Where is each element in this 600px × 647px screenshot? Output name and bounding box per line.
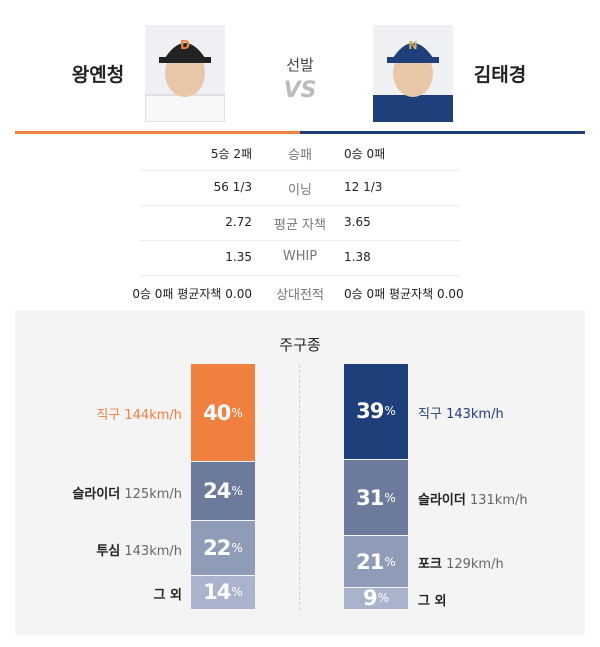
pitch-name: 포크 [418, 557, 442, 573]
pitch-name: 슬라이더 [418, 493, 466, 509]
pitch-label: 그 외 [154, 584, 182, 603]
pitch-bar: 39% [344, 364, 408, 460]
stat-left: 2.72 [225, 215, 252, 229]
pitch-speed: 144km/h [124, 408, 182, 424]
stat-left: 1.35 [225, 250, 252, 264]
pitch-panel [15, 310, 585, 635]
pitch-percent: 24 [203, 479, 231, 504]
pitch-speed: 143km/h [124, 543, 182, 559]
pitch-bar: 31% [344, 459, 408, 537]
pitch-label: 그 외 [418, 590, 446, 609]
pitch-bar: 14% [191, 575, 255, 610]
pitch-speed: 143km/h [446, 406, 504, 422]
pitch-percent: 31 [356, 485, 384, 510]
pitch-label: 직구 143km/h [418, 403, 504, 422]
stat-label: WHIP [282, 249, 318, 264]
stat-left: 0승 0패 평균자책 0.00 [132, 287, 252, 301]
pitch-percent: 14 [203, 580, 231, 605]
pitch-unit: % [231, 484, 243, 499]
stat-right: 1.38 [344, 250, 371, 264]
pitch-unit: % [231, 540, 243, 555]
pitch-name: 그 외 [418, 593, 447, 609]
pitch-name: 직구 [96, 408, 121, 424]
stat-label: 평균 자책 [274, 218, 326, 233]
pitch-unit: % [384, 490, 396, 505]
pitch-bar: 9% [344, 586, 408, 611]
pitch-speed: 129km/h [446, 557, 504, 573]
pitch-label: 슬라이더 125km/h [72, 483, 182, 502]
pitch-speed: 125km/h [124, 486, 182, 502]
pitch-bar: 22% [191, 521, 255, 576]
pitch-unit: % [384, 404, 396, 419]
pitch-name: 투심 [96, 543, 121, 559]
pitch-label: 포크 129km/h [418, 553, 504, 572]
right-photo: N [373, 25, 453, 122]
pitch-percent: 9 [362, 586, 378, 611]
pitch-name: 슬라이더 [72, 486, 121, 502]
pitch-unit: % [231, 585, 243, 600]
pitch-separator [299, 365, 300, 610]
starter-label: 선발 [286, 56, 314, 74]
right-name: 김태경 [473, 64, 527, 86]
pitch-label: 직구 144km/h [96, 404, 182, 423]
svg-text:N: N [408, 39, 417, 52]
pitch-title: 주구종 [279, 336, 321, 354]
left-name: 왕옌청 [71, 64, 125, 86]
stat-label: 상대전적 [276, 288, 324, 303]
pitch-name: 그 외 [153, 587, 182, 603]
row-separator [140, 240, 460, 241]
pitch-unit: % [231, 405, 243, 420]
stat-right: 12 1/3 [344, 180, 383, 194]
vs-label: VS [283, 78, 317, 103]
pitch-percent: 21 [356, 549, 384, 574]
pitch-percent: 22 [203, 535, 231, 560]
pitch-bar: 24% [191, 462, 255, 522]
pitch-unit: % [377, 591, 390, 606]
stat-label: 이닝 [288, 183, 312, 198]
pitch-bar: 40% [191, 364, 255, 463]
row-separator [140, 275, 460, 276]
pitch-name: 직구 [418, 406, 442, 422]
pitch-label: 투심 143km/h [96, 540, 182, 559]
pitch-bar: 21% [344, 536, 408, 588]
left-divider [15, 131, 300, 134]
pitch-speed: 131km/h [469, 493, 528, 509]
row-separator [140, 170, 460, 171]
right-divider [300, 131, 585, 134]
row-separator [140, 205, 460, 206]
svg-text:D: D [180, 38, 190, 52]
stat-right: 0승 0패 평균자책 0.00 [344, 287, 464, 301]
stat-left: 56 1/3 [213, 180, 252, 194]
pitch-percent: 39 [356, 399, 384, 424]
stat-left: 5승 2패 [210, 147, 252, 161]
stat-right: 3.65 [344, 215, 371, 229]
pitch-unit: % [384, 554, 396, 569]
left-photo: D [145, 25, 225, 122]
pitch-label: 슬라이더 131km/h [418, 489, 528, 508]
stat-label: 승패 [288, 148, 312, 163]
stat-right: 0승 0패 [344, 147, 386, 161]
pitch-percent: 40 [203, 400, 231, 425]
